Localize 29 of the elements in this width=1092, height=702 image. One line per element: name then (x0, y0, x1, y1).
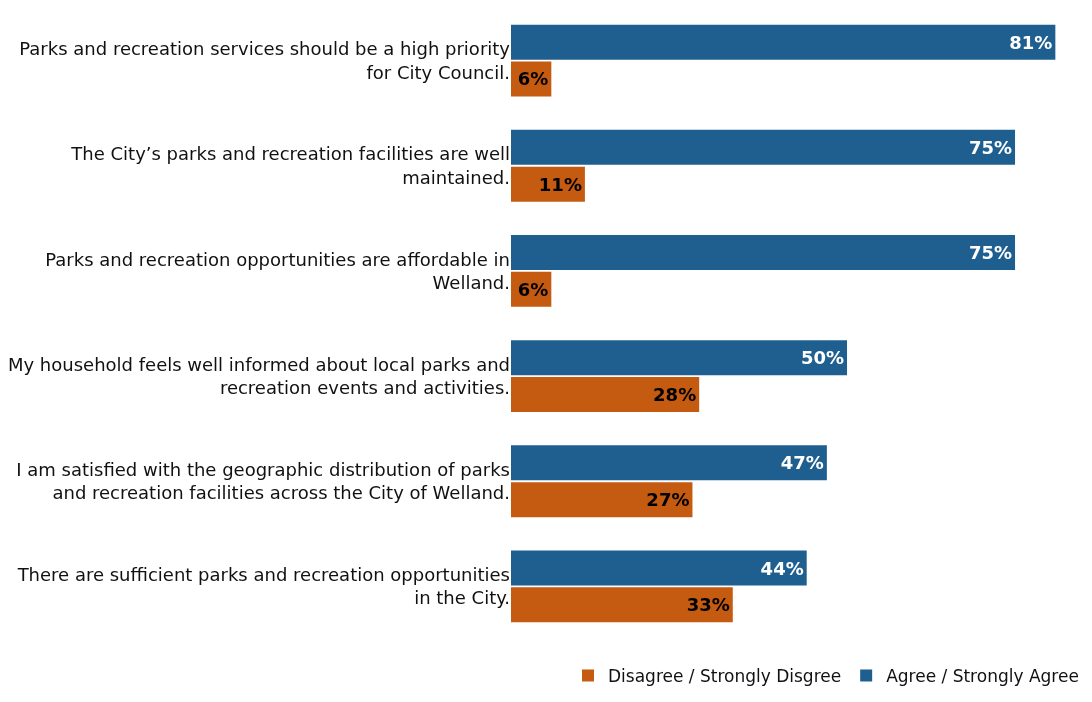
data-label: 50% (800, 347, 845, 369)
data-label: 75% (968, 242, 1013, 264)
bar (511, 24, 1056, 60)
data-label: 27% (646, 489, 690, 511)
data-label: 28% (653, 383, 697, 405)
legend-label: Disagree / Strongly Disgree (608, 666, 842, 687)
y-tick-label: There are sufficient parks and recreation opportunities in the City. (16, 564, 510, 609)
bar (511, 445, 827, 481)
bar (511, 235, 1016, 270)
data-label: 44% (760, 557, 804, 579)
bar (511, 129, 1016, 165)
y-tick-label: The City’s parks and recreation facilities are well maintained. (70, 143, 510, 188)
y-tick-label: My household feels well informed about local parks and recreation events and activities. (7, 353, 510, 399)
data-label: 75% (968, 136, 1013, 158)
data-label: 47% (780, 452, 824, 474)
bar (511, 550, 807, 586)
bar (511, 377, 700, 412)
bar (511, 482, 693, 518)
y-tick-label: Parks and recreation opportunities are affordable in Welland. (45, 248, 510, 293)
data-label: 11% (538, 173, 582, 195)
bar (511, 587, 733, 623)
bar (511, 340, 848, 376)
y-tick-label: I am satisfied with the geographic distribution of parks and recreation facilities across the City of Welland. (16, 458, 510, 504)
legend-label: Agree / Strongly Agree (886, 666, 1079, 687)
data-label: 6% (517, 278, 549, 300)
data-label: 81% (1009, 31, 1053, 53)
y-tick-label: Parks and recreation services should be a high priority for City Council. (19, 38, 511, 83)
data-label: 6% (517, 68, 549, 90)
data-label: 33% (686, 594, 730, 616)
